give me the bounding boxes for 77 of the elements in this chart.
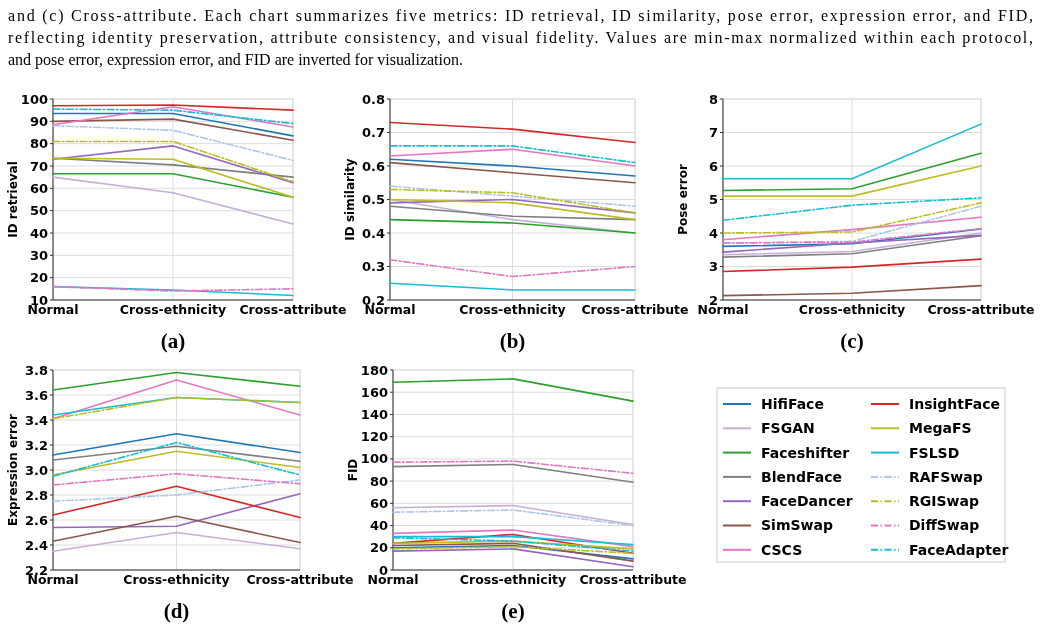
y-tick-label: 0.8 [361,91,385,107]
legend-label: DiffSwap [909,517,980,534]
legend-label: MegaFS [909,420,972,437]
y-tick-label: 40 [369,518,388,534]
legend-label: HifiFace [761,395,824,412]
y-tick-label: 7 [708,125,718,141]
legend-label: BlendFace [761,468,842,485]
x-tick-label: Cross-attribute [239,302,347,317]
legend-label: FaceAdapter [909,541,1009,558]
y-axis-title: Pose error [676,164,690,235]
y-tick-label: 0.7 [361,125,385,141]
y-tick-label: 30 [29,247,48,263]
y-tick-label: 40 [29,225,48,241]
y-tick-label: 2.8 [24,487,48,503]
y-tick-label: 3.6 [24,387,48,403]
y-tick-label: 8 [708,91,718,107]
text: (b) [499,329,526,353]
y-tick-label: 2.6 [24,512,48,528]
y-tick-label: 140 [360,406,388,422]
text: (a) [160,329,186,353]
y-tick-label: 2 [708,292,718,308]
y-tick-label: 3.4 [24,412,48,428]
y-tick-label: 3.2 [24,437,48,453]
y-tick-label: 5 [708,192,718,208]
text: and pose error, expression error, and FID are inverted for visualization. [8,51,463,69]
legend-label: InsightFace [909,395,1000,412]
y-tick-label: 3.0 [24,462,48,478]
legend-label: SimSwap [761,517,833,534]
text: (c) [840,329,864,353]
text: and (c) Cross-attribute. Each chart summarizes five metrics: ID retrieval, ID similarity, pose error, expression error, and FID, [8,7,1033,25]
y-tick-label: 0 [378,562,388,578]
text: (e) [501,599,525,623]
x-tick-label: Cross-ethnicity [123,572,230,587]
x-tick-label: Cross-ethnicity [459,572,567,587]
y-tick-label: 20 [29,270,48,286]
legend-label: FaceDancer [761,493,853,510]
y-tick-label: 0.4 [361,225,385,241]
y-tick-label: 70 [29,158,48,174]
legend-label: RAFSwap [909,468,983,485]
legend-label: RGISwap [909,493,979,510]
y-tick-label: 3.8 [24,362,48,378]
text: reflecting identity preservation, attribute consistency, and visual fidelity. Values are min-max normalized within each protocol, [8,29,1033,47]
y-tick-label: 120 [360,429,388,445]
y-tick-label: 0.6 [361,158,385,174]
legend-label: CSCS [761,541,803,558]
y-tick-label: 3 [708,259,718,275]
y-tick-label: 160 [360,384,388,400]
y-tick-label: 4 [708,225,718,241]
legend-label: FSLSD [909,444,960,461]
y-tick-label: 20 [369,540,388,556]
x-tick-label: Cross-attribute [579,572,687,587]
legend-label: Faceshifter [761,444,850,461]
y-axis-title: ID similarity [343,158,357,241]
y-tick-label: 100 [20,91,48,107]
y-axis-title: ID retrieval [6,161,20,238]
y-tick-label: 180 [360,362,388,378]
y-tick-label: 0.5 [361,192,385,208]
y-tick-label: 100 [360,451,388,467]
x-tick-label: Cross-ethnicity [798,302,906,317]
text: (d) [163,599,190,623]
y-tick-label: 0.3 [361,259,385,275]
y-axis-title: FID [346,458,360,482]
y-tick-label: 90 [29,113,48,129]
x-tick-label: Cross-ethnicity [459,302,566,317]
x-tick-label: Cross-attribute [927,302,1035,317]
y-tick-label: 2.4 [24,537,48,553]
y-tick-label: 60 [29,180,48,196]
y-tick-label: 80 [369,473,388,489]
y-tick-label: 80 [29,136,48,152]
x-tick-label: Cross-ethnicity [119,302,227,317]
y-tick-label: 60 [369,495,388,511]
y-tick-label: 6 [708,158,718,174]
legend-label: FSGAN [761,420,815,437]
y-tick-label: 50 [29,203,48,219]
y-axis-title: Expression error [6,413,20,527]
x-tick-label: Cross-attribute [246,572,354,587]
x-tick-label: Cross-attribute [581,302,689,317]
